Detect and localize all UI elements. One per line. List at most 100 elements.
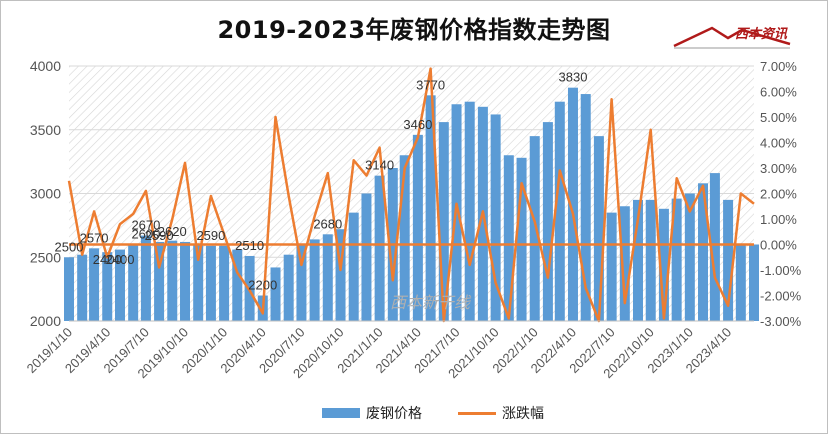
bar bbox=[114, 249, 125, 321]
bar bbox=[283, 254, 294, 321]
watermark-text: 西本新干线 bbox=[390, 293, 472, 312]
legend-swatch-line bbox=[458, 411, 496, 415]
bar bbox=[322, 234, 333, 321]
bar bbox=[684, 193, 695, 321]
logo-icon bbox=[673, 26, 791, 49]
y-right-tick-label: 6.00% bbox=[760, 85, 797, 100]
y-left-tick-label: 3000 bbox=[30, 186, 61, 202]
line-series-change bbox=[67, 67, 755, 323]
data-label: 2590 bbox=[145, 228, 174, 243]
bar bbox=[167, 240, 178, 321]
bar bbox=[606, 212, 617, 321]
legend-swatch-bar bbox=[322, 408, 360, 418]
y-left-tick-label: 2500 bbox=[30, 249, 61, 265]
legend-item-price: 废钢价格 bbox=[322, 403, 422, 423]
bar bbox=[464, 101, 475, 321]
bar bbox=[180, 241, 191, 321]
bar bbox=[335, 229, 346, 321]
y-right-tick-label: 3.00% bbox=[760, 161, 797, 176]
bar bbox=[503, 155, 514, 321]
bar bbox=[671, 198, 682, 321]
y-right-tick-label: 4.00% bbox=[760, 136, 797, 151]
bar bbox=[554, 101, 565, 321]
data-label: 3140 bbox=[365, 158, 394, 173]
bar bbox=[154, 241, 165, 321]
bar bbox=[361, 193, 372, 321]
y-axis-left: 2000 2500 3000 3500 4000 bbox=[30, 58, 61, 329]
bar bbox=[593, 136, 604, 321]
chart-title: 2019-2023年废钢价格指数走势图 bbox=[217, 16, 611, 44]
y-right-tick-label: 7.00% bbox=[760, 59, 797, 74]
y-axis-right: -3.00% -2.00% -1.00% 0.00% 1.00% 2.00% 3.00% 4.… bbox=[760, 59, 802, 329]
data-label: 2510 bbox=[235, 238, 264, 253]
y-right-tick-label: 5.00% bbox=[760, 110, 797, 125]
bar bbox=[102, 252, 113, 321]
y-left-tick-label: 2000 bbox=[30, 313, 61, 329]
line-path bbox=[67, 67, 755, 323]
bar bbox=[219, 245, 230, 321]
data-label: 2200 bbox=[248, 278, 277, 293]
bar bbox=[580, 94, 591, 321]
data-label: 2500 bbox=[55, 239, 84, 254]
bar bbox=[348, 212, 359, 321]
bar bbox=[567, 87, 578, 321]
bar bbox=[645, 199, 656, 321]
data-label: 2590 bbox=[196, 228, 225, 243]
y-right-tick-label: -2.00% bbox=[760, 289, 802, 304]
y-right-tick-label: 0.00% bbox=[760, 238, 797, 253]
bar bbox=[516, 157, 527, 321]
bar bbox=[309, 239, 320, 321]
data-label: 2600 bbox=[131, 227, 160, 242]
bar bbox=[193, 244, 204, 321]
bar bbox=[374, 175, 385, 321]
data-label: 2680 bbox=[313, 216, 342, 231]
data-label: 2400 bbox=[93, 252, 122, 267]
data-label: 3460 bbox=[403, 117, 432, 132]
data-label: 2620 bbox=[158, 224, 187, 239]
data-label: 3770 bbox=[416, 77, 445, 92]
y-right-tick-label: -3.00% bbox=[760, 314, 802, 329]
legend-label-change: 涨跌幅 bbox=[502, 406, 544, 422]
bar bbox=[296, 244, 307, 321]
data-label: 2570 bbox=[80, 230, 109, 245]
y-left-tick-label: 4000 bbox=[30, 58, 61, 74]
bar bbox=[529, 136, 540, 321]
bar bbox=[632, 199, 643, 321]
bar bbox=[270, 267, 281, 321]
x-axis: 2019/1/102019/4/102019/7/102019/10/10202… bbox=[24, 320, 754, 381]
data-label: 3830 bbox=[559, 70, 588, 85]
bar bbox=[89, 248, 100, 321]
y-left-tick-label: 3500 bbox=[30, 122, 61, 138]
bar bbox=[542, 122, 553, 321]
bar bbox=[232, 249, 243, 321]
bar bbox=[438, 122, 449, 321]
legend-label-price: 废钢价格 bbox=[366, 406, 422, 422]
bar bbox=[412, 134, 423, 321]
y-right-tick-label: 1.00% bbox=[760, 212, 797, 227]
data-label: 2670 bbox=[131, 218, 160, 233]
y-right-tick-label: 2.00% bbox=[760, 187, 797, 202]
bar bbox=[658, 208, 669, 321]
bar bbox=[749, 244, 759, 321]
bar-series-price bbox=[64, 87, 759, 321]
y-right-tick-label: -1.00% bbox=[760, 263, 802, 278]
bar bbox=[723, 199, 734, 321]
bar bbox=[490, 114, 501, 321]
bar bbox=[619, 206, 630, 321]
legend: 废钢价格 涨跌幅 bbox=[322, 403, 582, 423]
bar bbox=[399, 155, 410, 321]
bar bbox=[128, 244, 139, 321]
bar bbox=[64, 257, 74, 321]
bar bbox=[205, 245, 216, 321]
legend-item-change: 涨跌幅 bbox=[458, 403, 544, 423]
bar bbox=[140, 235, 151, 321]
logo-name: 西本资讯 bbox=[735, 27, 788, 42]
bar bbox=[698, 183, 709, 321]
bar bbox=[735, 244, 746, 321]
bar bbox=[709, 173, 720, 321]
bar bbox=[425, 95, 436, 321]
data-label: 2400 bbox=[106, 252, 135, 267]
bar bbox=[77, 254, 88, 321]
